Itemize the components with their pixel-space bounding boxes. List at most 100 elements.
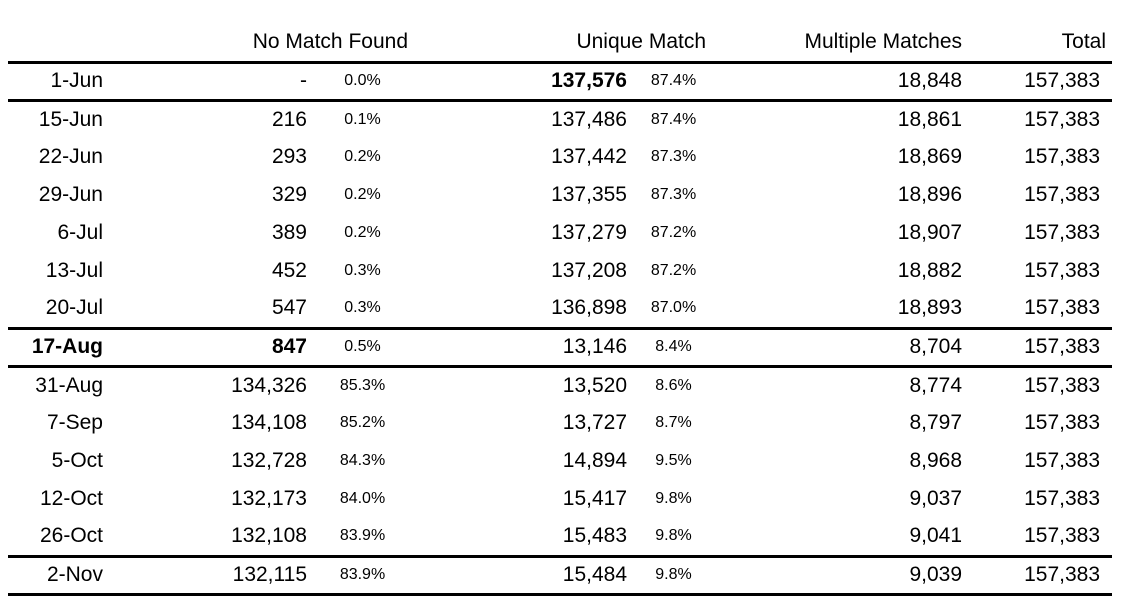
col-header-no-match-found: No Match Found bbox=[252, 30, 408, 54]
cell-date: 13-Jul bbox=[45, 259, 103, 282]
cell-multiple-matches-count: 8,704 bbox=[909, 335, 963, 358]
cell-total: 157,383 bbox=[1024, 145, 1101, 168]
col-header-date bbox=[8, 24, 103, 62]
cell-date: 29-Jun bbox=[38, 183, 103, 206]
cell-date: 26-Oct bbox=[39, 524, 103, 548]
cell-unique-match-percent: 9.8% bbox=[655, 527, 692, 545]
table-row: 20-Jul 547 0.3% 136,898 87.0% 18,893 157,383 bbox=[8, 290, 1113, 328]
cell-unique-match-percent: 8.7% bbox=[655, 414, 692, 431]
table-row: 2-Nov 132,115 83.9% 15,484 9.8% 9,039 157,383 bbox=[8, 556, 1113, 594]
col-header-unique-match: Unique Match bbox=[576, 30, 707, 54]
cell-unique-match-count: 137,208 bbox=[551, 259, 627, 282]
table-row: 31-Aug 134,326 85.3% 13,520 8.6% 8,774 157,383 bbox=[8, 366, 1112, 404]
cell-multiple-matches-count: 8,968 bbox=[909, 449, 963, 472]
cell-multiple-matches-count: 18,893 bbox=[897, 296, 963, 320]
table-row: 17-Aug 847 0.5% 13,146 8.4% 8,704 157,383 bbox=[8, 328, 1113, 366]
cell-date: 15-Jun bbox=[38, 107, 103, 131]
cell-multiple-matches-count: 18,869 bbox=[897, 145, 963, 168]
cell-unique-match-count: 13,146 bbox=[562, 335, 627, 358]
cell-no-match-percent: 0.3% bbox=[344, 262, 381, 279]
cell-no-match-count: 132,728 bbox=[231, 449, 307, 472]
cell-date: 1-Jun bbox=[50, 69, 103, 92]
table-row: 7-Sep 134,108 85.2% 13,727 8.7% 8,797 157,383 bbox=[8, 404, 1112, 442]
cell-total: 157,383 bbox=[1024, 296, 1101, 320]
cell-multiple-matches-count: 18,861 bbox=[897, 107, 963, 131]
cell-unique-match-percent: 87.2% bbox=[650, 224, 697, 241]
cell-no-match-percent: 0.3% bbox=[344, 299, 381, 317]
cell-total: 157,383 bbox=[1024, 335, 1101, 358]
table-row: 6-Jul 389 0.2% 137,279 87.2% 18,907 157,383 bbox=[8, 214, 1112, 252]
cell-date: 12-Oct bbox=[39, 487, 103, 510]
table-row: 12-Oct 132,173 84.0% 15,417 9.8% 9,037 157,383 bbox=[8, 480, 1112, 518]
cell-no-match-count: 293 bbox=[271, 145, 307, 168]
cell-unique-match-percent: 9.8% bbox=[655, 490, 692, 507]
cell-no-match-count: 132,173 bbox=[231, 487, 307, 510]
cell-unique-match-percent: 87.3% bbox=[650, 148, 697, 165]
cell-no-match-percent: 0.2% bbox=[344, 224, 381, 241]
cell-no-match-percent: 84.0% bbox=[339, 490, 386, 507]
table-body: 1-Jun -0.0% 137,576 87.4% 18,848 157,383 15-Ju… bbox=[8, 62, 1113, 594]
cell-multiple-matches-count: 9,039 bbox=[909, 563, 963, 586]
cell-unique-match-percent: 8.6% bbox=[655, 376, 692, 394]
match-results-table: No Match Found Unique Match Multiple Mat… bbox=[8, 24, 1113, 596]
header-row: No Match Found Unique Match Multiple Mat… bbox=[8, 24, 1113, 62]
cell-date: 31-Aug bbox=[35, 373, 103, 397]
cell-unique-match-percent: 8.4% bbox=[655, 338, 692, 355]
cell-no-match-percent: 0.2% bbox=[344, 148, 381, 165]
table-row: 15-Jun 216 0.1% 137,486 87.4% 18,861 157,383 bbox=[8, 100, 1112, 138]
cell-total: 157,383 bbox=[1024, 524, 1101, 548]
cell-unique-match-count: 14,894 bbox=[562, 449, 627, 472]
cell-no-match-count: 134,326 bbox=[231, 373, 307, 397]
cell-unique-match-count: 137,576 bbox=[551, 69, 627, 92]
cell-unique-match-count: 136,898 bbox=[551, 296, 627, 320]
cell-unique-match-count: 15,483 bbox=[562, 524, 627, 548]
cell-unique-match-percent: 87.3% bbox=[650, 186, 697, 203]
col-header-multiple-matches: Multiple Matches bbox=[804, 30, 963, 54]
cell-date: 17-Aug bbox=[31, 335, 103, 358]
table-row: 29-Jun 329 0.2% 137,355 87.3% 18,896 157,383 bbox=[8, 176, 1112, 214]
cell-unique-match-percent: 9.5% bbox=[655, 452, 692, 469]
cell-unique-match-percent: 87.0% bbox=[650, 299, 697, 317]
cell-unique-match-percent: 87.2% bbox=[650, 262, 697, 279]
cell-total: 157,383 bbox=[1024, 563, 1101, 586]
cell-multiple-matches-count: 9,037 bbox=[909, 487, 963, 510]
cell-multiple-matches-count: 18,882 bbox=[897, 259, 963, 282]
cell-unique-match-percent: 87.4% bbox=[650, 72, 697, 89]
cell-total: 157,383 bbox=[1024, 69, 1101, 92]
cell-no-match-count: - bbox=[300, 69, 307, 92]
table-row: 22-Jun 293 0.2% 137,442 87.3% 18,869 157,383 bbox=[8, 138, 1112, 176]
cell-unique-match-count: 15,417 bbox=[562, 487, 627, 510]
cell-multiple-matches-count: 8,774 bbox=[909, 373, 963, 397]
cell-no-match-count: 329 bbox=[271, 183, 307, 206]
cell-total: 157,383 bbox=[1024, 259, 1101, 282]
cell-no-match-percent: 83.9% bbox=[339, 527, 386, 545]
cell-unique-match-count: 13,727 bbox=[562, 411, 627, 434]
cell-no-match-count: 134,108 bbox=[231, 411, 307, 434]
table-row: 26-Oct 132,108 83.9% 15,483 9.8% 9,041 157,383 bbox=[8, 518, 1113, 556]
cell-no-match-percent: 83.9% bbox=[339, 566, 386, 583]
cell-multiple-matches-count: 18,896 bbox=[897, 183, 963, 206]
cell-date: 22-Jun bbox=[38, 145, 103, 168]
cell-no-match-count: 132,108 bbox=[231, 524, 307, 548]
cell-unique-match-count: 137,442 bbox=[551, 145, 627, 168]
cell-no-match-count: 132,115 bbox=[232, 563, 307, 586]
col-header-total: Total bbox=[1061, 30, 1107, 54]
cell-total: 157,383 bbox=[1024, 183, 1101, 206]
cell-unique-match-count: 15,484 bbox=[562, 563, 627, 586]
cell-no-match-count: 452 bbox=[271, 259, 307, 282]
cell-no-match-percent: 85.3% bbox=[339, 376, 386, 394]
table-row: 1-Jun - 0.0% 137,576 87.4% 18,848 157,383 bbox=[8, 62, 1113, 100]
cell-unique-match-percent: 87.4% bbox=[650, 110, 697, 128]
cell-total: 157,383 bbox=[1024, 107, 1101, 131]
cell-unique-match-count: 137,355 bbox=[551, 183, 627, 206]
cell-no-match-percent: 85.2% bbox=[339, 414, 386, 431]
cell-date: 7-Sep bbox=[46, 411, 103, 434]
table-row: 5-Oct 132,728 84.3% 14,894 9.5% 8,968 157,383 bbox=[8, 442, 1112, 480]
cell-total: 157,383 bbox=[1024, 487, 1101, 510]
table-row: 13-Jul 452 0.3% 137,208 87.2% 18,882 157,383 bbox=[8, 252, 1112, 290]
cell-no-match-count: 389 bbox=[271, 221, 307, 244]
cell-no-match-percent: 84.3% bbox=[339, 452, 386, 469]
cell-no-match-percent: 0.2% bbox=[344, 186, 381, 203]
cell-multiple-matches-count: 18,907 bbox=[897, 221, 963, 244]
cell-unique-match-count: 13,520 bbox=[562, 373, 627, 397]
